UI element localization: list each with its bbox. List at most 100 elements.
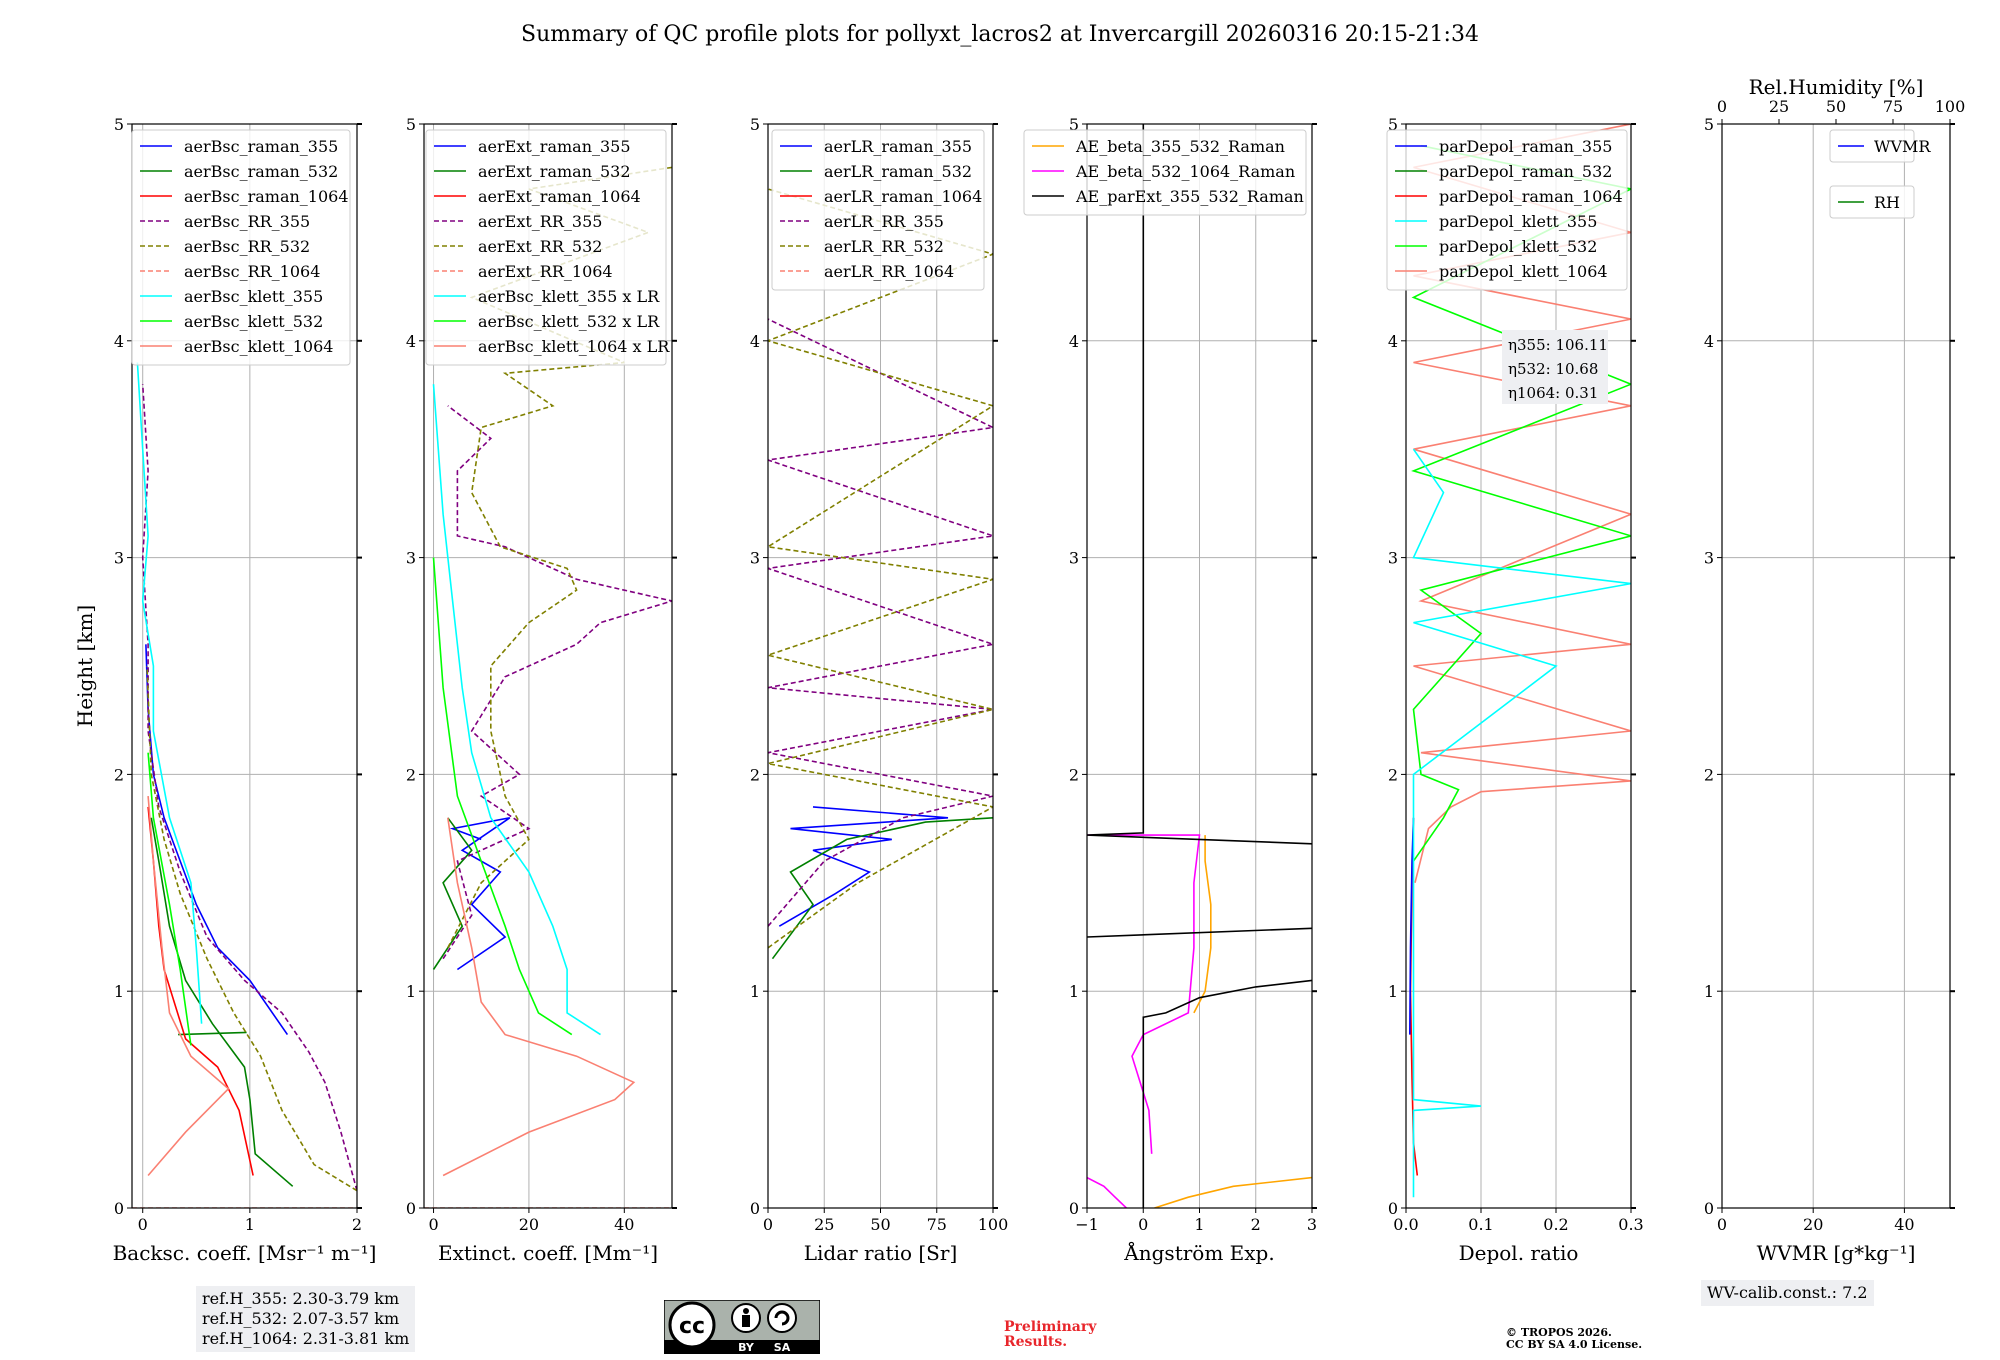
y-tick-label: 4 [1388,332,1398,351]
series-aerBsc_RR_355 [141,384,357,1191]
x-axis-label: Lidar ratio [Sr] [804,1241,958,1265]
legend-entry: aerExt_raman_532 [478,162,631,181]
x-tick-label: 2 [352,1215,362,1234]
legend-entry: aerBsc_RR_1064 [184,262,320,281]
legend-entry: aerLR_raman_532 [824,162,972,181]
y-tick-label: 2 [114,765,124,784]
y-tick-label: 5 [750,115,760,134]
cc-license-badge-icon: cc BY SA [664,1300,820,1354]
cc-circle-icon [668,1301,716,1349]
legend-entry: aerExt_RR_355 [478,212,602,231]
x-tick-label: 0.2 [1543,1215,1568,1234]
preliminary-note: Preliminary Results. [1004,1320,1096,1350]
y-tick-label: 0 [1704,1199,1714,1218]
y-tick-label: 1 [114,982,124,1001]
y-tick-label: 0 [1388,1199,1398,1218]
x-tick-label: 20 [1803,1215,1823,1234]
x-tick-label: 20 [519,1215,539,1234]
legend-entry: aerBsc_klett_1064 [184,337,333,356]
legend: parDepol_raman_355 parDepol_raman_532 parD… [1386,129,1628,291]
legend-entry: aerLR_RR_1064 [824,262,954,281]
legend-entry: AE_parExt_355_532_Raman [1075,187,1304,206]
y-tick-label: 2 [750,765,760,784]
series-AE_parExt_355_532_Raman [1087,124,1312,845]
series-AE_parExt_355_532_Raman_mid [1087,927,1312,938]
series-aerBsc_klett_355 x LR [432,384,601,1036]
series-aerLR_raman_532 [771,817,993,960]
series-aerBsc_RR_532 [146,665,357,1192]
legend-box [1386,129,1628,291]
x-tick-label: 0.3 [1618,1215,1643,1234]
x-tick-label: 1 [245,1215,255,1234]
y-tick-label: 5 [1704,115,1714,134]
series-group [768,188,993,960]
series-AE_beta_355_532_Raman [1154,1176,1312,1208]
y-tick-label: 3 [406,549,416,568]
y-tick-label: 1 [406,982,416,1001]
legend-entry: aerBsc_klett_1064 x LR [478,337,670,356]
y-tick-label: 2 [1704,765,1714,784]
ref-height-355: ref.H_355: 2.30-3.79 km [202,1289,400,1308]
x-tick-label: 1 [1194,1215,1204,1234]
series-aerBsc_raman_355 [145,644,289,1036]
legend: aerLR_raman_355 aerLR_raman_532 aerLR_rama… [771,129,985,291]
y-tick-label: 0 [750,1199,760,1218]
y-tick-label: 4 [406,332,416,351]
badge-by-label: BY [738,1341,755,1354]
by-person-body-icon [742,1315,750,1327]
series-aerBsc_raman_532 [150,817,294,1187]
series-aerBsc_klett_1064 x LR [442,817,636,1177]
legend-entry: aerBsc_klett_532 [184,312,323,331]
y-tick-label: 1 [1704,982,1714,1001]
series-aerBsc_klett_355 [136,362,203,1024]
wv-calibration-constant: WV-calib.const.: 7.2 [1707,1283,1868,1302]
x-tick-label: 75 [927,1215,947,1234]
y-tick-label: 5 [1069,115,1079,134]
chart-panel-lidar_ratio: 0 25 50 75 100 0 1 2 3 4 5 Lidar ratio [Sr] aerLR_ra… [750,115,1008,1265]
series-parDepol_klett_532 [1411,144,1631,862]
series-parDepol_klett_355 [1412,448,1631,1198]
eta-box [1502,330,1608,404]
y-tick-label: 5 [1388,115,1398,134]
y-tick-label: 1 [1069,982,1079,1001]
legend-entry: parDepol_klett_532 [1439,237,1597,256]
sa-share-icon [767,1303,797,1333]
series-aerExt_RR_355 [442,405,672,960]
y-tick-label: 5 [406,115,416,134]
chart-panel-extinction: 0 20 40 0 1 2 3 4 5 Extinct. coeff. [Mm⁻¹] aerExt_… [406,115,677,1265]
x-tick-label: 0 [138,1215,148,1234]
series-AE_beta_532_1064_Raman_low [1087,1176,1127,1208]
x-axis-label: Ångström Exp. [1123,1240,1274,1265]
legend-box [1829,185,1915,219]
y-tick-label: 4 [1704,332,1714,351]
y-tick-label: 0 [1069,1199,1079,1218]
x-tick-label: 2 [1251,1215,1261,1234]
legend-entry: aerBsc_RR_532 [184,237,310,256]
series-aerLR_raman_355 [778,806,949,927]
top-x-tick-label: 50 [1826,97,1846,116]
legend-entry: aerLR_raman_355 [824,137,972,156]
legend-entry: aerLR_raman_1064 [824,187,982,206]
legend-entry: aerExt_RR_1064 [478,262,613,281]
legend-entry: AE_beta_532_1064_Raman [1075,162,1295,181]
legend-entry: RH [1874,193,1900,212]
legend-entry: parDepol_klett_355 [1439,212,1597,231]
top-x-tick-label: 0 [1717,97,1727,116]
preliminary-line-1: Preliminary [1004,1319,1097,1335]
legend-entry: aerBsc_raman_1064 [184,187,349,206]
y-tick-label: 1 [1388,982,1398,1001]
legend-entry: aerExt_raman_1064 [478,187,641,206]
series-aerExt_raman_532 [432,817,473,970]
eta-value: η1064: 0.31 [1508,384,1598,402]
series-aerBsc_klett_532 x LR [432,557,573,1036]
x-tick-label: 50 [870,1215,890,1234]
x-axis-label: Backsc. coeff. [Msr⁻¹ m⁻¹] [113,1241,377,1265]
legend-entry: aerExt_RR_532 [478,237,602,256]
y-tick-label: 4 [750,332,760,351]
axes-frame [131,123,358,1209]
legend: aerBsc_raman_355 aerBsc_raman_532 aerBsc_r… [131,129,351,366]
legend: AE_beta_355_532_Raman AE_beta_532_1064_Ra… [1023,129,1307,216]
ref-height-532: ref.H_532: 2.07-3.57 km [202,1309,400,1328]
y-tick-label: 2 [406,765,416,784]
